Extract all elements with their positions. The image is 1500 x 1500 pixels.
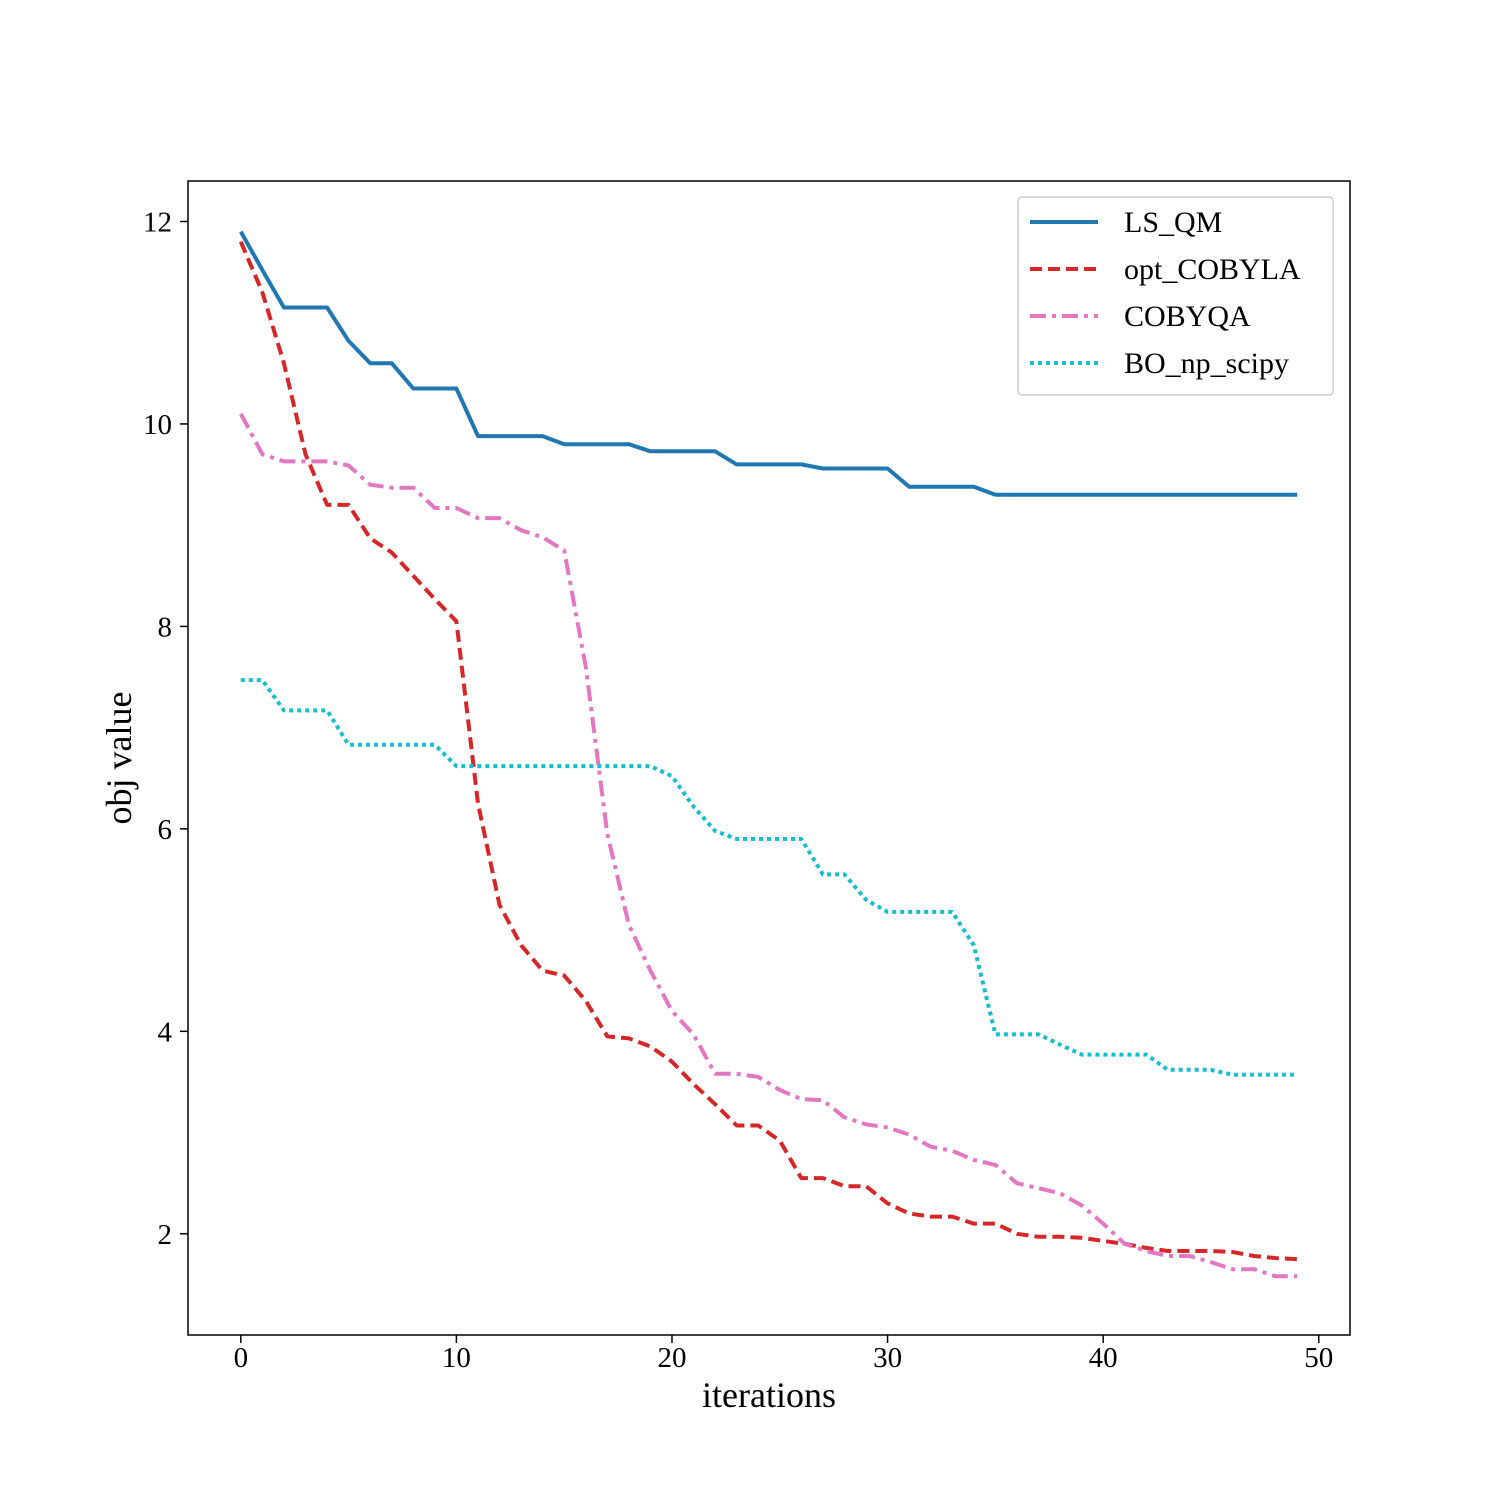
y-tick-label: 6 <box>158 814 173 846</box>
legend-label: COBYQA <box>1124 300 1251 333</box>
y-tick-label: 4 <box>158 1016 173 1048</box>
x-tick-label: 50 <box>1304 1342 1333 1374</box>
x-tick-label: 10 <box>442 1342 471 1374</box>
x-axis: 0 10 20 30 40 50 <box>234 1335 1333 1374</box>
series-line-opt-cobyla <box>238 240 1298 1262</box>
x-tick-label: 20 <box>657 1342 686 1374</box>
y-tick-label: 12 <box>143 206 172 238</box>
y-axis-title: obj value <box>99 692 139 825</box>
y-axis: 2 4 6 8 10 12 <box>143 206 188 1251</box>
legend-label: BO_np_scipy <box>1124 347 1289 380</box>
plot-frame <box>187 180 1351 1336</box>
series-line-cobyqa <box>239 412 1298 1279</box>
x-tick-label: 30 <box>873 1342 902 1374</box>
x-tick-label: 40 <box>1089 1342 1118 1374</box>
legend: LS_QM opt_COBYLA COBYQA BO_np_scipy <box>1017 196 1334 396</box>
x-tick-label: 0 <box>234 1342 249 1374</box>
plot-lines <box>238 230 1298 1279</box>
legend-box <box>1017 196 1334 396</box>
y-tick-label: 2 <box>158 1219 173 1251</box>
x-axis-title: iterations <box>702 1375 836 1415</box>
legend-label: LS_QM <box>1124 206 1222 239</box>
y-tick-label: 10 <box>143 409 172 441</box>
series-line-bo-np-scipy <box>240 678 1298 1077</box>
y-tick-label: 8 <box>158 611 173 643</box>
legend-label: opt_COBYLA <box>1124 253 1301 286</box>
series-line-ls-qm <box>239 230 1298 497</box>
